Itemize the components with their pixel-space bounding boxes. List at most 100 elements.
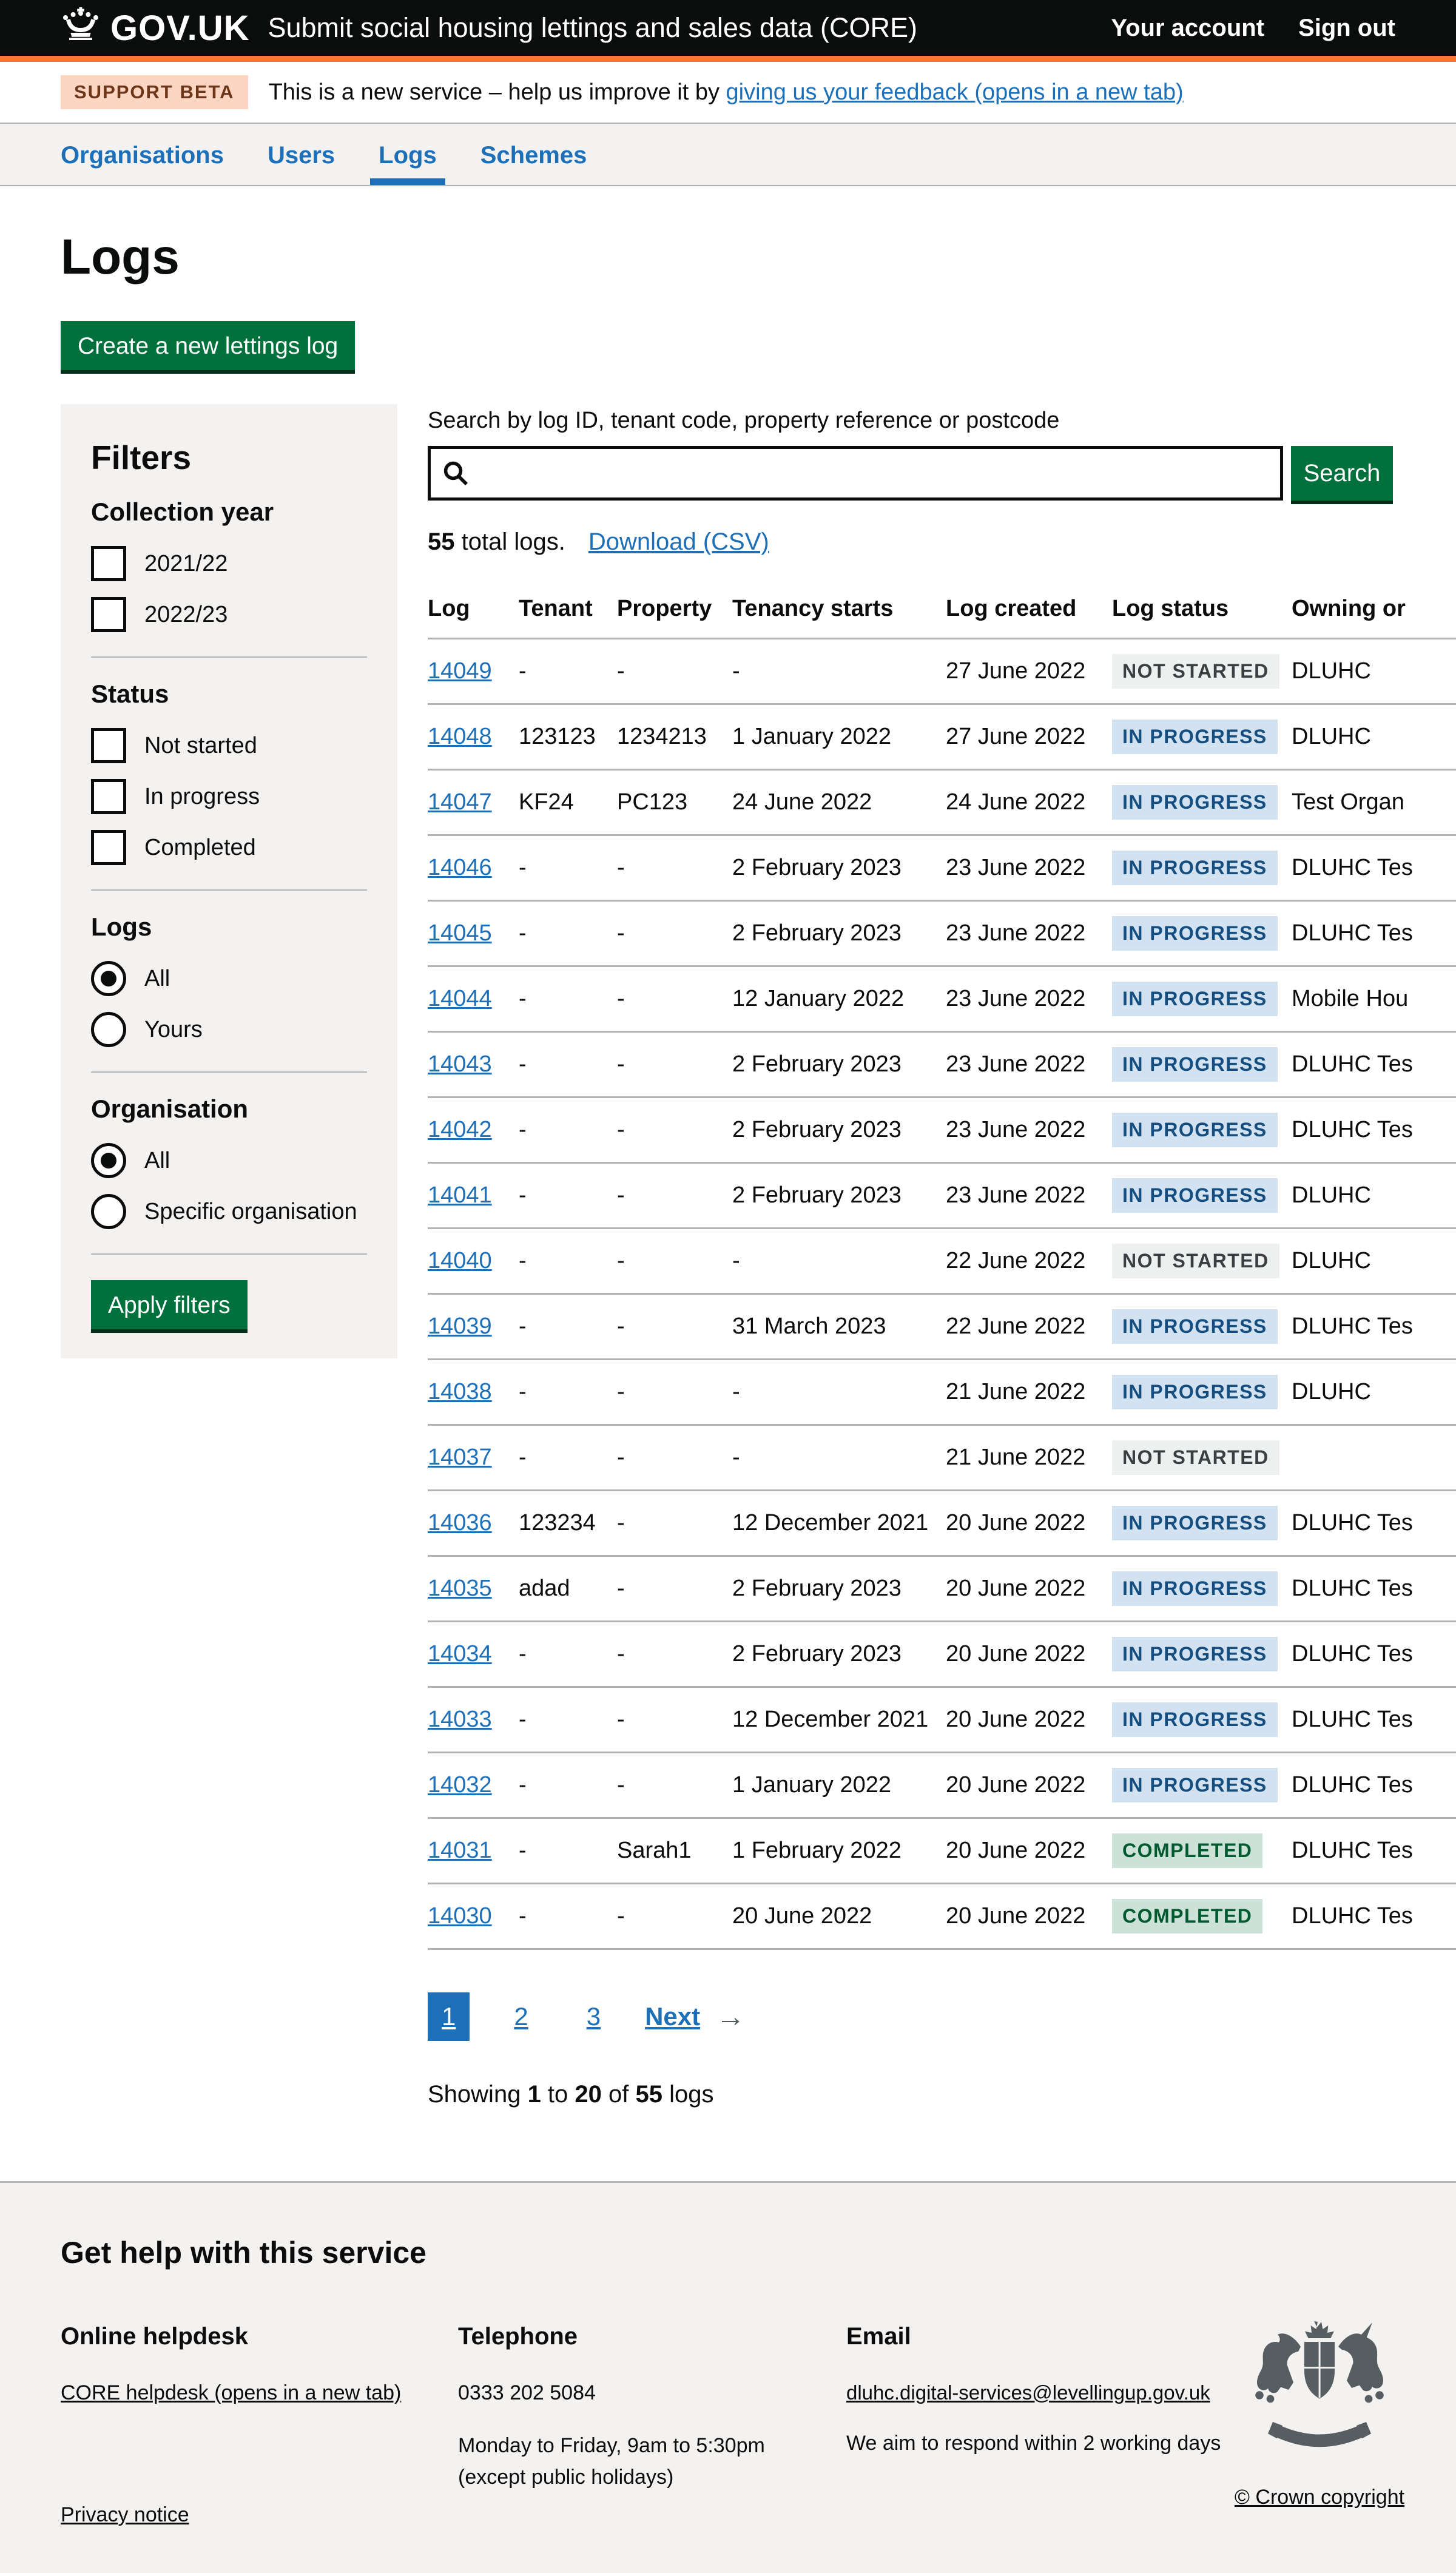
log-link[interactable]: 14047 (428, 789, 492, 815)
nav-item-organisations[interactable]: Organisations (61, 142, 224, 169)
cell-log: 14046 (428, 835, 519, 902)
cell-property: - (617, 1556, 732, 1622)
cell-log-created: 23 June 2022 (946, 1097, 1112, 1164)
cell-log-status: COMPLETED (1112, 1818, 1292, 1884)
cell-log-status: IN PROGRESS (1112, 1293, 1292, 1360)
govuk-logo[interactable]: GOV.UK (61, 7, 249, 49)
log-link[interactable]: 14032 (428, 1772, 492, 1798)
nav-item-users[interactable]: Users (267, 142, 335, 169)
primary-nav-bar: Organisations Users Logs Schemes (0, 124, 1456, 186)
log-link[interactable]: 14033 (428, 1707, 492, 1732)
checkbox-unchecked-icon[interactable] (91, 779, 126, 814)
checkbox-unchecked-icon[interactable] (91, 597, 126, 632)
your-account-link[interactable]: Your account (1111, 14, 1265, 41)
checkbox-option-2021-22[interactable]: 2021/22 (91, 546, 367, 581)
service-name-link[interactable]: Submit social housing lettings and sales… (268, 12, 918, 43)
checkbox-option-not-started[interactable]: Not started (91, 728, 367, 763)
cell-tenant: - (519, 1293, 617, 1360)
cell-log-status: NOT STARTED (1112, 638, 1292, 705)
checkbox-option-2022-23[interactable]: 2022/23 (91, 597, 367, 632)
create-lettings-log-button[interactable]: Create a new lettings log (61, 321, 356, 370)
email-link[interactable]: dluhc.digital-services@levellingup.gov.u… (846, 2381, 1210, 2404)
cell-owning-organisation: DLUHC (1292, 704, 1456, 771)
filter-group-label-organisation: Organisation (91, 1094, 249, 1123)
log-link[interactable]: 14038 (428, 1379, 492, 1405)
radio-option-all[interactable]: All (91, 1143, 367, 1178)
cell-property: - (617, 1687, 732, 1753)
log-link[interactable]: 14044 (428, 986, 492, 1011)
radio-option-all[interactable]: All (91, 961, 367, 996)
page-link-2[interactable]: 2 (514, 2002, 528, 2031)
status-tag: NOT STARTED (1112, 1440, 1279, 1475)
cell-property: - (617, 1293, 732, 1360)
search-label: Search by log ID, tenant code, property … (428, 408, 1060, 433)
log-link[interactable]: 14048 (428, 724, 492, 749)
summary-suffix: logs (662, 2081, 714, 2108)
table-row: 14040- - -22 June 2022 NOT STARTED DLUHC (428, 1228, 1456, 1295)
search-input[interactable] (428, 446, 1283, 501)
cell-tenancy-starts: - (732, 1359, 946, 1426)
search-button[interactable]: Search (1291, 446, 1393, 501)
apply-filters-button[interactable]: Apply filters (91, 1280, 248, 1329)
log-link[interactable]: 14040 (428, 1248, 492, 1273)
table-row: 14046- -2 February 2023 23 June 2022 IN PRO… (428, 835, 1456, 902)
checkbox-option-in-progress[interactable]: In progress (91, 779, 367, 814)
radio-option-specific-organisation[interactable]: Specific organisation (91, 1194, 367, 1229)
cell-tenancy-starts: 2 February 2023 (732, 1621, 946, 1688)
radio-option-yours[interactable]: Yours (91, 1012, 367, 1047)
crown-copyright-link[interactable]: © Crown copyright (1234, 2486, 1405, 2509)
nav-item-schemes[interactable]: Schemes (480, 142, 587, 169)
log-link[interactable]: 14046 (428, 855, 492, 880)
radio-unchecked-icon[interactable] (91, 1012, 126, 1047)
log-link[interactable]: 14043 (428, 1051, 492, 1077)
feedback-link[interactable]: giving us your feedback (opens in a new … (726, 79, 1184, 105)
log-link[interactable]: 14045 (428, 920, 492, 946)
status-tag: IN PROGRESS (1112, 1047, 1278, 1082)
nav-item-logs[interactable]: Logs (370, 124, 445, 185)
radio-checked-icon[interactable] (91, 961, 126, 996)
log-link[interactable]: 14039 (428, 1313, 492, 1339)
privacy-notice-link[interactable]: Privacy notice (61, 2503, 189, 2526)
status-tag: COMPLETED (1112, 1833, 1263, 1868)
cell-log: 14035 (428, 1556, 519, 1622)
log-link[interactable]: 14042 (428, 1117, 492, 1142)
cell-log-created: 23 June 2022 (946, 900, 1112, 967)
log-link[interactable]: 14035 (428, 1576, 492, 1601)
checkbox-unchecked-icon[interactable] (91, 546, 126, 581)
cell-log-created: 21 June 2022 (946, 1359, 1112, 1426)
page-link-3[interactable]: 3 (586, 2002, 601, 2031)
log-link[interactable]: 14041 (428, 1182, 492, 1208)
cell-tenant: KF24 (519, 769, 617, 836)
table-row: 14031 - Sarah1 1 February 2022 20 June 2022 C… (428, 1818, 1456, 1884)
cell-tenant: - (519, 1883, 617, 1950)
cell-log-status: IN PROGRESS (1112, 835, 1292, 902)
table-row: 14049- - -27 June 2022 NOT STARTED DLUHC (428, 638, 1456, 705)
cell-property: - (617, 835, 732, 902)
log-link[interactable]: 14030 (428, 1903, 492, 1929)
log-link[interactable]: 14034 (428, 1641, 492, 1667)
cell-tenancy-starts: 2 February 2023 (732, 1097, 946, 1164)
pagination-next-link[interactable]: Next (645, 2002, 701, 2031)
summary-mid: to (541, 2081, 575, 2108)
radio-checked-icon[interactable] (91, 1143, 126, 1178)
sign-out-link[interactable]: Sign out (1298, 14, 1395, 41)
cell-log: 14038 (428, 1359, 519, 1426)
cell-property: - (617, 1425, 732, 1491)
radio-unchecked-icon[interactable] (91, 1194, 126, 1229)
divider (91, 889, 367, 891)
log-link[interactable]: 14036 (428, 1510, 492, 1536)
checkbox-unchecked-icon[interactable] (91, 728, 126, 763)
checkbox-option-completed[interactable]: Completed (91, 830, 367, 865)
core-helpdesk-link[interactable]: CORE helpdesk (opens in a new tab) (61, 2381, 402, 2404)
log-link[interactable]: 14037 (428, 1445, 492, 1470)
download-csv-link[interactable]: Download (CSV) (588, 528, 769, 555)
radio-dot (101, 971, 116, 986)
cell-log: 14036 (428, 1490, 519, 1557)
log-link[interactable]: 14049 (428, 658, 492, 684)
page-link-1[interactable]: 1 (428, 1992, 470, 2041)
checkbox-unchecked-icon[interactable] (91, 830, 126, 865)
log-link[interactable]: 14031 (428, 1838, 492, 1863)
cell-log: 14049 (428, 638, 519, 705)
footer-email: Email dluhc.digital-services@levellingup… (846, 2318, 1244, 2459)
cell-owning-organisation: DLUHC Tes (1292, 1818, 1456, 1884)
